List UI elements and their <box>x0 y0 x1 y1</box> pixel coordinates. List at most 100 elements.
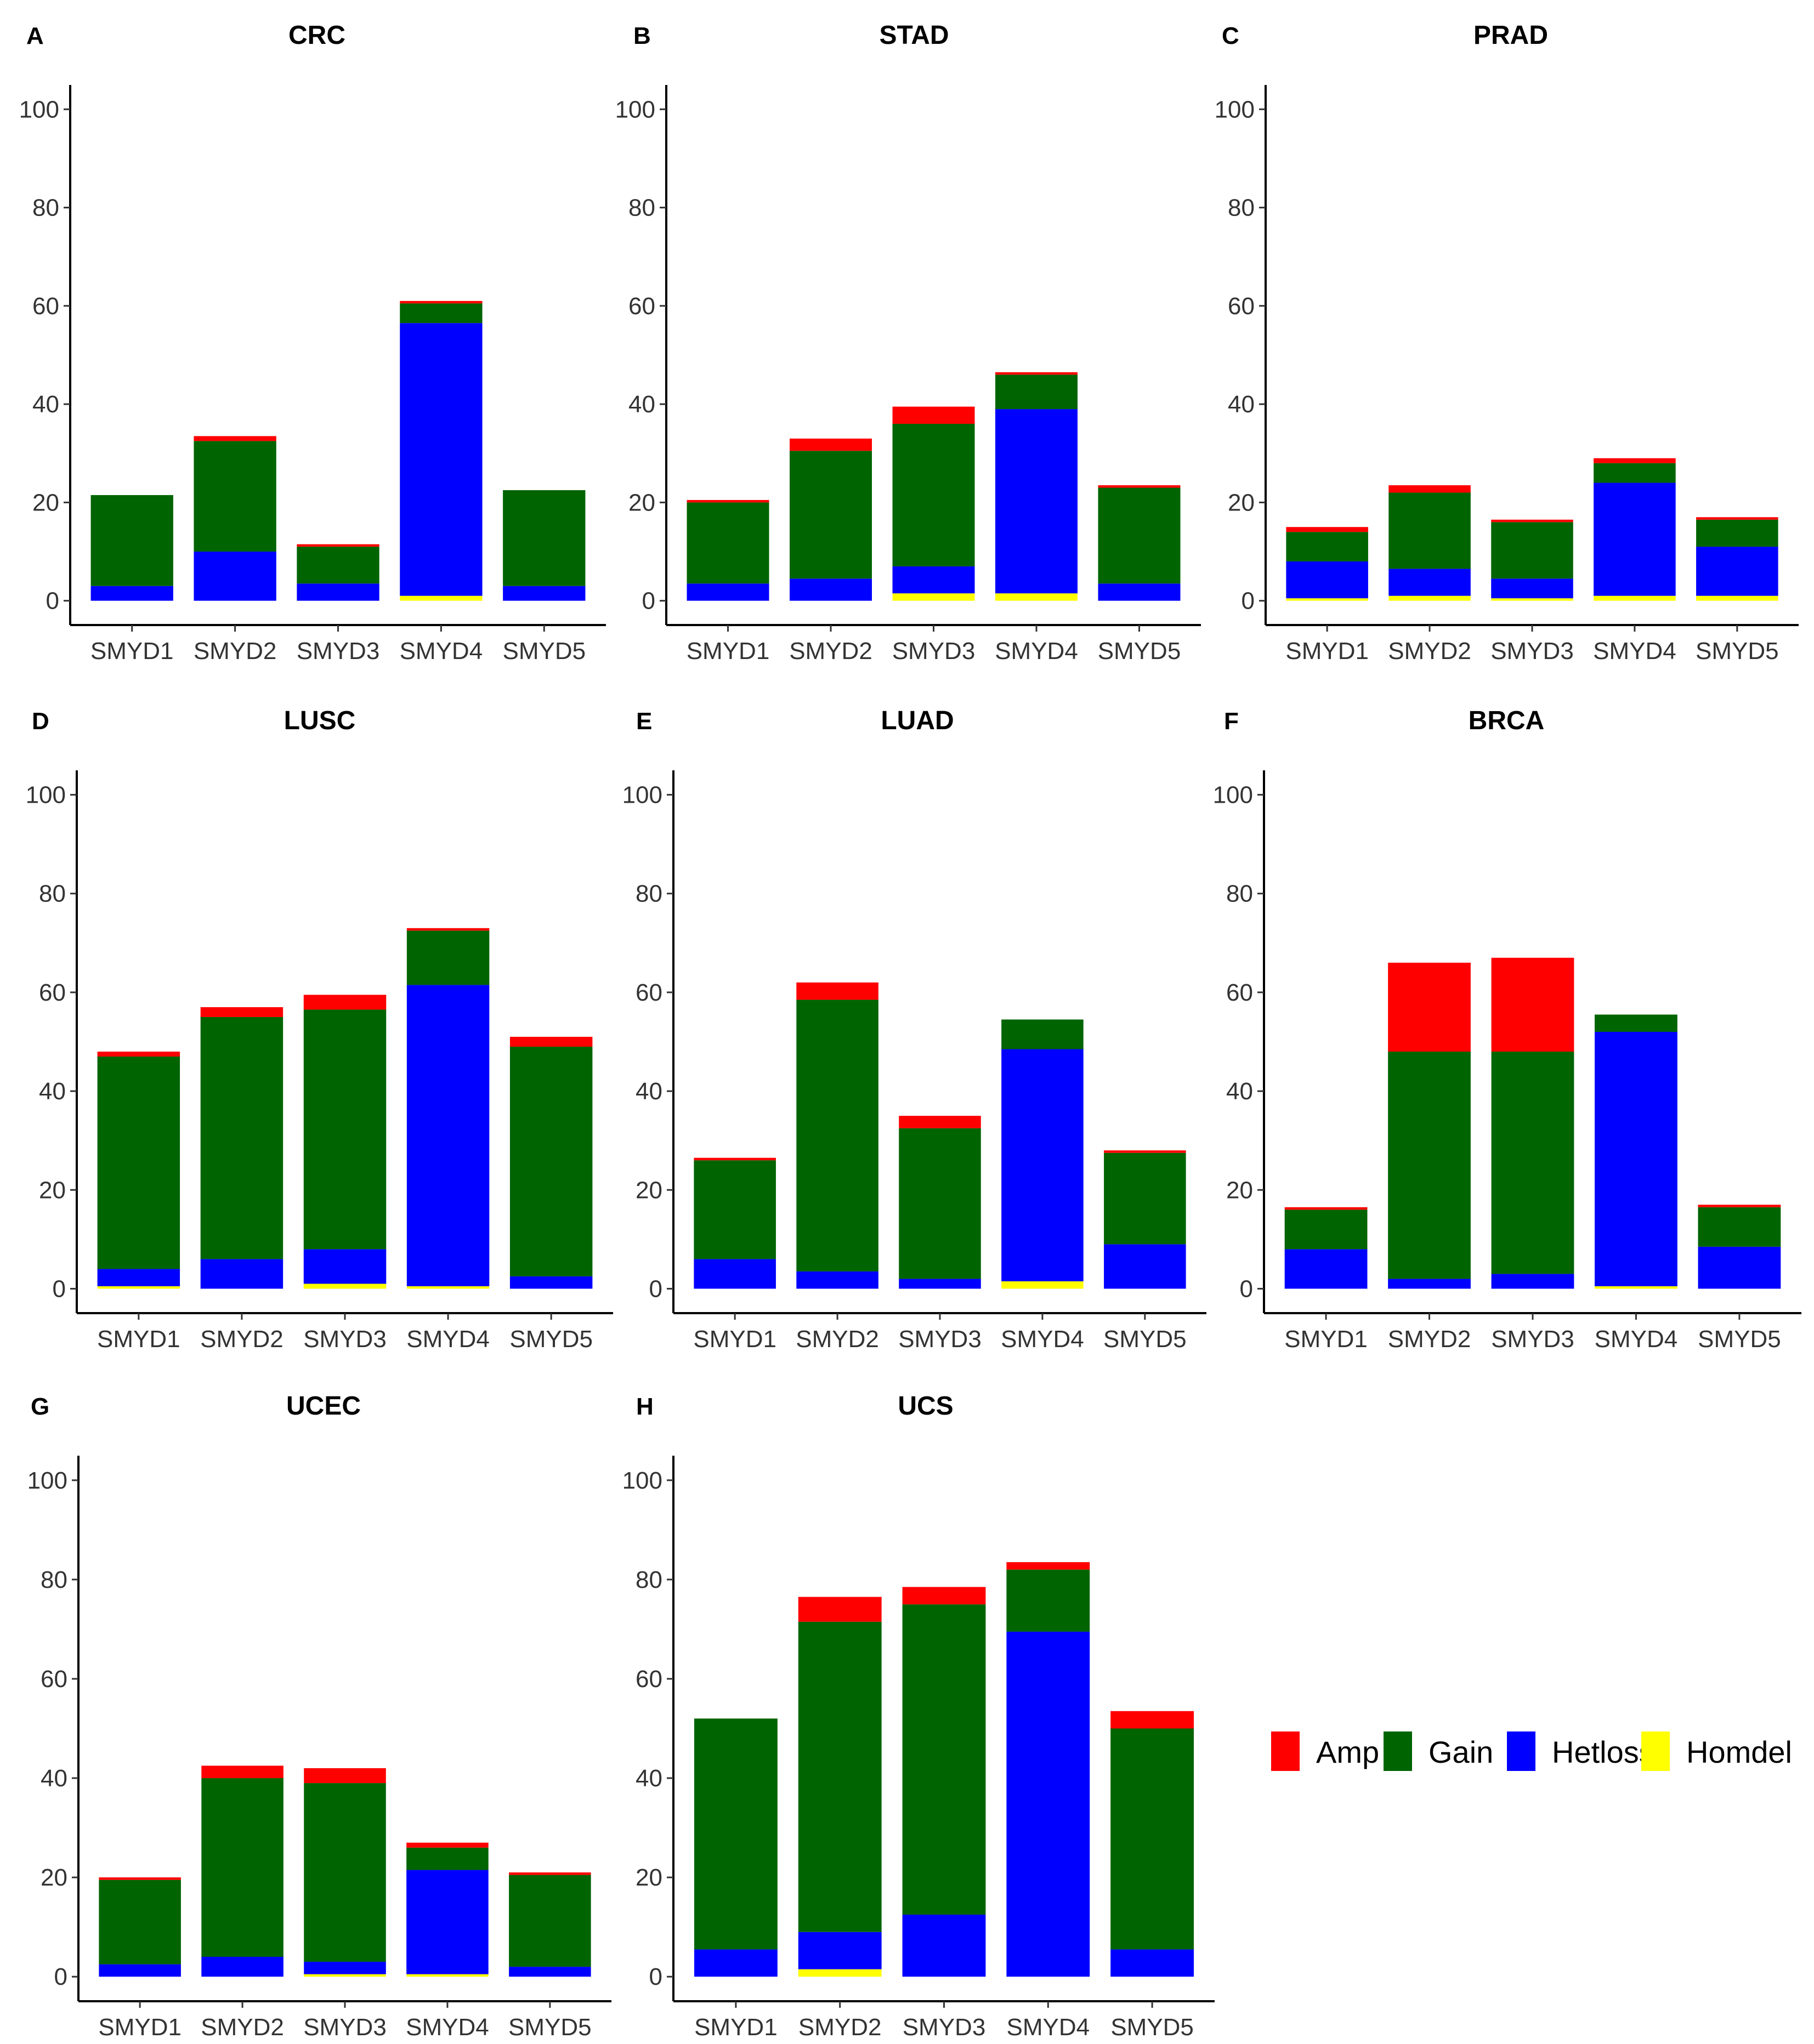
y-tick-label: 0 <box>1240 1275 1253 1302</box>
bar-segment-hetloss-smyd2 <box>1388 569 1471 596</box>
bar-segment-amp-smyd5 <box>1696 517 1778 520</box>
bar-segment-amp-smyd2 <box>201 1765 284 1779</box>
bar-segment-gain-smyd1 <box>694 1718 778 1950</box>
x-tick-label: SMYD4 <box>995 638 1078 665</box>
bar-segment-hetloss-smyd1 <box>694 1259 776 1289</box>
x-tick-label: SMYD2 <box>194 638 277 665</box>
bar-segment-gain-smyd4 <box>400 303 483 323</box>
bar-segment-gain-smyd1 <box>97 1057 180 1269</box>
bar-segment-homdel-smyd1 <box>1286 598 1368 601</box>
legend-label: Homdel <box>1686 1735 1792 1769</box>
bar-segment-homdel-smyd5 <box>1696 595 1778 601</box>
bar-segment-gain-smyd4 <box>406 1847 489 1870</box>
x-tick-label: SMYD3 <box>1491 1326 1574 1353</box>
bar-segment-gain-smyd5 <box>1698 1207 1781 1247</box>
panel-g: G UCEC 0 20 40 60 80 100 SMYD1 SMYD2 SMYD3 SMYD4 SMY… <box>27 1392 611 2041</box>
bar-segment-gain-smyd1 <box>687 502 769 584</box>
bar-segment-gain-smyd2 <box>200 1017 284 1259</box>
bar-segment-hetloss-smyd5 <box>1098 583 1181 601</box>
bar-segment-gain-smyd2 <box>798 1621 882 1932</box>
y-tick-label: 40 <box>32 391 59 418</box>
panel-title: BRCA <box>1469 706 1545 735</box>
bar-segment-hetloss-smyd3 <box>902 1915 986 1977</box>
y-tick-label: 60 <box>41 1666 67 1693</box>
y-tick-label: 40 <box>636 1078 662 1105</box>
bar-segment-gain-smyd5 <box>1696 519 1778 547</box>
panel-title: LUSC <box>284 706 356 735</box>
y-tick-label: 20 <box>1226 1177 1253 1203</box>
bar-segment-homdel-smyd2 <box>1388 595 1471 601</box>
y-tick-label: 100 <box>615 96 655 123</box>
y-tick-label: 100 <box>27 1467 67 1494</box>
y-tick-label: 100 <box>1215 96 1255 123</box>
bar-segment-hetloss-smyd5 <box>1698 1246 1781 1289</box>
bar-segment-homdel-smyd4 <box>400 595 483 601</box>
x-tick-label: SMYD2 <box>789 638 872 665</box>
bar-segment-gain-smyd4 <box>1595 1014 1677 1032</box>
bar-segment-gain-smyd2 <box>201 1778 284 1957</box>
bar-segment-hetloss-smyd4 <box>1594 482 1676 596</box>
y-tick-label: 40 <box>636 1765 662 1792</box>
y-tick-label: 20 <box>1228 489 1255 516</box>
y-tick-label: 40 <box>41 1765 67 1792</box>
bar-segment-hetloss-smyd5 <box>1110 1949 1194 1977</box>
bar-segment-gain-smyd4 <box>406 930 490 985</box>
bar-segment-amp-smyd5 <box>1698 1205 1781 1207</box>
x-tick-label: SMYD1 <box>1285 638 1369 665</box>
bar-segment-amp-smyd2 <box>200 1007 284 1017</box>
panel-e: E LUAD 0 20 40 60 80 100 SMYD1 SMYD2 SMYD3 SMYD4 SMY… <box>622 706 1206 1353</box>
bar-segment-amp-smyd4 <box>1006 1562 1090 1570</box>
x-tick-label: SMYD5 <box>502 638 586 665</box>
legend-label: Hetloss <box>1552 1735 1654 1769</box>
x-tick-label: SMYD1 <box>687 638 770 665</box>
bar-segment-gain-smyd1 <box>90 495 173 586</box>
bar-segment-gain-smyd3 <box>304 1783 386 1962</box>
panel-letter: E <box>636 708 652 735</box>
x-tick-label: SMYD5 <box>1103 1326 1187 1353</box>
y-tick-label: 0 <box>54 1963 67 1990</box>
bar-segment-hetloss-smyd3 <box>1491 1274 1574 1289</box>
x-tick-label: SMYD2 <box>1388 638 1471 665</box>
legend-label: Amp <box>1316 1735 1379 1769</box>
legend-swatch <box>1641 1731 1670 1771</box>
y-tick-label: 60 <box>32 293 59 320</box>
bar-segment-gain-smyd5 <box>503 490 586 586</box>
y-tick-label: 40 <box>628 391 655 418</box>
y-tick-label: 100 <box>622 1467 662 1494</box>
bar-segment-amp-smyd4 <box>995 372 1078 375</box>
y-tick-label: 80 <box>636 1566 662 1593</box>
x-tick-label: SMYD5 <box>508 2014 592 2041</box>
bar-segment-homdel-smyd3 <box>304 1974 386 1977</box>
y-tick-label: 0 <box>649 1275 662 1302</box>
x-tick-label: SMYD5 <box>1098 638 1181 665</box>
legend-swatch <box>1507 1731 1535 1771</box>
x-tick-label: SMYD4 <box>400 638 483 665</box>
bar-segment-hetloss-smyd1 <box>1286 561 1368 599</box>
bar-segment-hetloss-smyd4 <box>400 323 483 596</box>
x-tick-label: SMYD3 <box>297 638 380 665</box>
y-tick-label: 40 <box>1228 391 1255 418</box>
legend-swatch <box>1271 1731 1300 1771</box>
bar-segment-homdel-smyd4 <box>995 593 1078 601</box>
x-tick-label: SMYD4 <box>1595 1326 1678 1353</box>
panel-letter: B <box>633 22 651 49</box>
legend-item-gain: Gain <box>1384 1731 1493 1771</box>
bar-segment-gain-smyd4 <box>995 374 1078 410</box>
bar-segment-homdel-smyd4 <box>1594 595 1676 601</box>
bar-segment-amp-smyd3 <box>892 406 975 424</box>
bar-segment-gain-smyd2 <box>1388 492 1471 569</box>
x-tick-label: SMYD3 <box>303 1326 387 1353</box>
bar-segment-hetloss-smyd3 <box>892 566 975 594</box>
bar-segment-hetloss-smyd2 <box>796 1271 878 1289</box>
bar-segment-hetloss-smyd2 <box>200 1259 284 1289</box>
y-tick-label: 100 <box>622 782 662 809</box>
bar-segment-gain-smyd3 <box>892 423 975 566</box>
bar-segment-amp-smyd5 <box>1104 1150 1186 1153</box>
bar-segment-hetloss-smyd3 <box>304 1962 386 1974</box>
bar-segment-hetloss-smyd4 <box>995 409 1078 594</box>
x-tick-label: SMYD2 <box>798 2014 882 2041</box>
bar-segment-amp-smyd2 <box>1388 962 1471 1052</box>
y-tick-label: 80 <box>628 195 655 222</box>
bar-segment-amp-smyd3 <box>1491 519 1573 523</box>
